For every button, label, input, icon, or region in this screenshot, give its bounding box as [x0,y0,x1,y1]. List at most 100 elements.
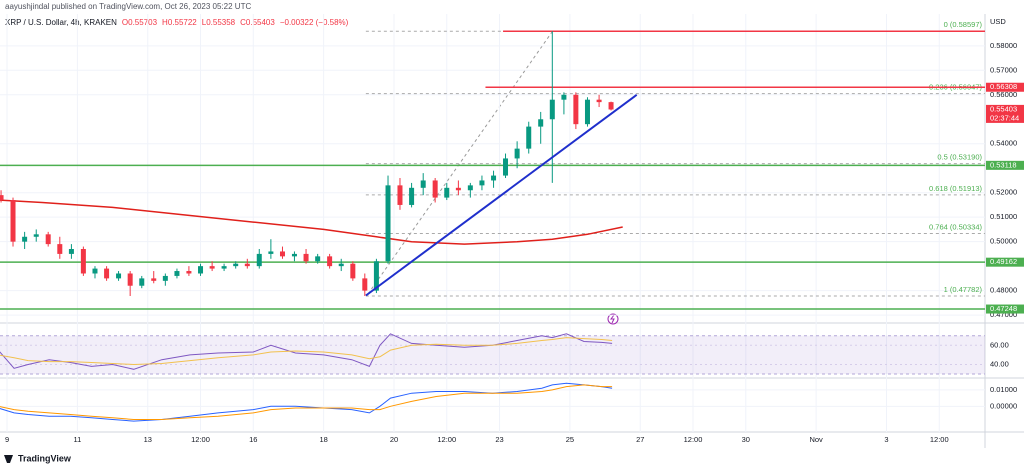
price-badge [986,82,1024,92]
countdown: 02:37:44 [990,113,1019,122]
price-badge [986,257,1024,267]
x-tick-label: 12:00 [191,435,210,444]
candle-body [385,185,391,262]
y-tick-label: 0.51000 [990,212,1017,221]
ohlc-value: C0.55403 [240,18,275,27]
candle-body [409,187,415,205]
y-tick-label: 0.54000 [990,139,1017,148]
price-badge-label: 0.47248 [990,304,1017,313]
candle-body [315,256,321,262]
rsi-line [0,337,613,366]
candle-body [186,271,192,274]
candle-body [33,234,39,237]
fib-label: 1 (0.47782) [944,285,983,294]
y-tick-label: 0.52000 [990,188,1017,197]
candle-body [303,253,309,262]
candle-body [338,263,344,267]
fib-anchor-line [367,31,553,295]
price-badge-label: 0.53118 [990,160,1017,169]
x-tick-label: 23 [495,435,503,444]
y-tick-label: 0.58000 [990,41,1017,50]
candle-body [503,158,509,176]
candle-body [92,268,98,274]
candle-body [268,251,274,254]
candle-body [104,268,110,279]
candle-body [256,253,262,267]
candle-body [291,253,297,257]
candle-body [10,200,16,242]
x-tick-label: 3 [884,435,888,444]
rsi-band [0,335,985,375]
fib-label: 0.5 (0.53190) [937,153,982,162]
event-icon-bolt [610,314,615,324]
footer-brand: TradingView [18,453,72,463]
price-badge [986,104,1024,123]
fib-label: 0.618 (0.51913) [929,184,982,193]
macd-tick-label: 0.01000 [990,385,1017,394]
candle-body [596,99,602,103]
candle-body [420,180,426,188]
candle-body [45,234,51,245]
author-line: aayushjindal published on TradingView.co… [5,2,251,11]
candle-body [467,185,473,191]
candle-body [432,180,438,198]
x-tick-label: 12:00 [437,435,456,444]
candle-body [68,249,74,254]
price-badge-label: 0.49162 [990,257,1017,266]
x-tick-label: Nov [809,435,823,444]
candle-body [209,266,215,269]
symbol: XRP / U.S. Dollar, 4h, KRAKEN [5,18,117,27]
rsi-tick-label: 60.00 [990,340,1009,349]
candle-body [233,263,239,267]
candle-body [491,175,497,181]
candle-body [174,271,180,276]
candle-body [584,99,590,125]
candle-body [444,187,450,198]
price-badge [986,304,1024,314]
macd-line [0,384,613,420]
candle-body [151,278,157,281]
y-tick-label: 0.47000 [990,310,1017,319]
candle-body [279,251,285,257]
candle-body [127,273,133,286]
candle-body [526,126,532,149]
candle-body [198,266,204,274]
candle-body [139,278,145,286]
candle-body [561,94,567,100]
x-tick-label: 11 [73,435,81,444]
fib-label: 0.764 (0.50334) [929,222,982,231]
x-tick-label: 12:00 [684,435,703,444]
macd-line [0,382,613,422]
candle-body [455,187,461,191]
x-tick-label: 12:00 [930,435,949,444]
candle-body [397,185,403,205]
y-tick-label: 0.50000 [990,237,1017,246]
candle-body [22,236,28,242]
footer-logo [4,455,13,463]
price-badge-label: 0.55403 [990,104,1017,113]
candle-body [362,278,368,291]
currency: USD [990,17,1006,26]
y-tick-label: 0.48000 [990,286,1017,295]
candle-body [221,266,227,269]
candle-body [608,102,614,110]
candle-body [244,263,250,267]
rsi-tick-label: 40.00 [990,359,1009,368]
candle-body [57,244,63,254]
trend-line [365,93,638,297]
x-tick-label: 13 [144,435,152,444]
candle-body [479,180,485,186]
candle-body [573,94,579,125]
candle-body [116,273,122,279]
candle-body [538,119,544,127]
macd-tick-label: 0.00000 [990,401,1017,410]
x-tick-label: 9 [5,435,9,444]
price-badge-label: 0.56308 [990,82,1017,91]
change: −0.00322 (−0.58%) [280,18,349,27]
candle-body [514,148,520,159]
x-tick-label: 18 [319,435,327,444]
ohlc-value: O0.55703 [122,18,158,27]
fib-label: 0 (0.58597) [944,20,983,29]
x-tick-label: 20 [390,435,398,444]
